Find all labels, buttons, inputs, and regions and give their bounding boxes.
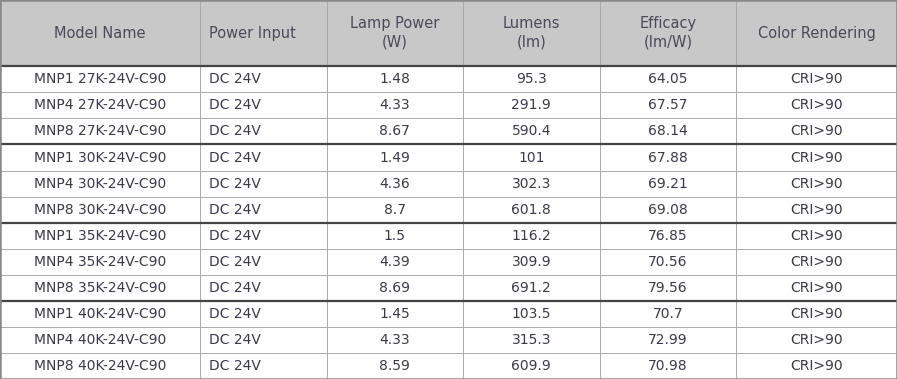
Text: Model Name: Model Name bbox=[54, 26, 145, 41]
Text: 95.3: 95.3 bbox=[516, 72, 547, 86]
Text: 70.56: 70.56 bbox=[649, 255, 688, 269]
Text: MNP8 30K-24V-C90: MNP8 30K-24V-C90 bbox=[34, 203, 166, 217]
Bar bbox=[0, 249, 897, 275]
Text: 76.85: 76.85 bbox=[648, 229, 688, 243]
Text: DC 24V: DC 24V bbox=[209, 99, 261, 113]
Bar bbox=[0, 301, 897, 327]
Text: 69.08: 69.08 bbox=[648, 203, 688, 217]
Bar bbox=[0, 118, 897, 144]
Text: MNP1 30K-24V-C90: MNP1 30K-24V-C90 bbox=[34, 150, 166, 164]
Text: Power Input: Power Input bbox=[209, 26, 296, 41]
Text: 67.57: 67.57 bbox=[649, 99, 688, 113]
Text: 302.3: 302.3 bbox=[511, 177, 551, 191]
Text: 8.7: 8.7 bbox=[384, 203, 405, 217]
Text: DC 24V: DC 24V bbox=[209, 307, 261, 321]
Text: MNP1 27K-24V-C90: MNP1 27K-24V-C90 bbox=[34, 72, 166, 86]
Bar bbox=[0, 197, 897, 223]
Text: CRI>90: CRI>90 bbox=[790, 333, 843, 347]
Text: CRI>90: CRI>90 bbox=[790, 281, 843, 295]
Text: 64.05: 64.05 bbox=[649, 72, 688, 86]
Text: Lamp Power
(W): Lamp Power (W) bbox=[350, 16, 440, 50]
Text: 68.14: 68.14 bbox=[648, 124, 688, 138]
Text: CRI>90: CRI>90 bbox=[790, 255, 843, 269]
Text: 4.33: 4.33 bbox=[379, 99, 410, 113]
Text: CRI>90: CRI>90 bbox=[790, 359, 843, 373]
Text: MNP4 27K-24V-C90: MNP4 27K-24V-C90 bbox=[34, 99, 166, 113]
Bar bbox=[0, 275, 897, 301]
Text: CRI>90: CRI>90 bbox=[790, 203, 843, 217]
Text: DC 24V: DC 24V bbox=[209, 229, 261, 243]
Text: 8.67: 8.67 bbox=[379, 124, 410, 138]
Text: MNP4 35K-24V-C90: MNP4 35K-24V-C90 bbox=[34, 255, 166, 269]
Bar bbox=[0, 327, 897, 353]
Text: MNP4 40K-24V-C90: MNP4 40K-24V-C90 bbox=[34, 333, 166, 347]
Text: CRI>90: CRI>90 bbox=[790, 124, 843, 138]
Text: DC 24V: DC 24V bbox=[209, 281, 261, 295]
Text: 309.9: 309.9 bbox=[511, 255, 551, 269]
Text: DC 24V: DC 24V bbox=[209, 124, 261, 138]
Text: CRI>90: CRI>90 bbox=[790, 72, 843, 86]
Text: 4.33: 4.33 bbox=[379, 333, 410, 347]
Bar bbox=[0, 0, 897, 66]
Text: 1.45: 1.45 bbox=[379, 307, 410, 321]
Text: 291.9: 291.9 bbox=[511, 99, 552, 113]
Bar bbox=[0, 353, 897, 379]
Text: 315.3: 315.3 bbox=[511, 333, 551, 347]
Text: 70.7: 70.7 bbox=[652, 307, 684, 321]
Text: 4.39: 4.39 bbox=[379, 255, 410, 269]
Text: 1.5: 1.5 bbox=[384, 229, 405, 243]
Text: 4.36: 4.36 bbox=[379, 177, 410, 191]
Text: CRI>90: CRI>90 bbox=[790, 150, 843, 164]
Text: DC 24V: DC 24V bbox=[209, 177, 261, 191]
Text: MNP4 30K-24V-C90: MNP4 30K-24V-C90 bbox=[34, 177, 166, 191]
Text: 601.8: 601.8 bbox=[511, 203, 552, 217]
Bar bbox=[0, 66, 897, 92]
Text: MNP1 40K-24V-C90: MNP1 40K-24V-C90 bbox=[34, 307, 166, 321]
Text: MNP8 35K-24V-C90: MNP8 35K-24V-C90 bbox=[34, 281, 166, 295]
Text: 79.56: 79.56 bbox=[648, 281, 688, 295]
Text: DC 24V: DC 24V bbox=[209, 255, 261, 269]
Text: 8.69: 8.69 bbox=[379, 281, 410, 295]
Text: MNP1 35K-24V-C90: MNP1 35K-24V-C90 bbox=[34, 229, 166, 243]
Text: DC 24V: DC 24V bbox=[209, 359, 261, 373]
Bar bbox=[0, 223, 897, 249]
Text: 1.49: 1.49 bbox=[379, 150, 410, 164]
Text: Lumens
(lm): Lumens (lm) bbox=[502, 16, 560, 50]
Text: CRI>90: CRI>90 bbox=[790, 307, 843, 321]
Text: 72.99: 72.99 bbox=[648, 333, 688, 347]
Text: DC 24V: DC 24V bbox=[209, 203, 261, 217]
Text: 609.9: 609.9 bbox=[511, 359, 552, 373]
Text: 67.88: 67.88 bbox=[648, 150, 688, 164]
Text: DC 24V: DC 24V bbox=[209, 150, 261, 164]
Text: MNP8 40K-24V-C90: MNP8 40K-24V-C90 bbox=[34, 359, 166, 373]
Text: Color Rendering: Color Rendering bbox=[758, 26, 875, 41]
Bar bbox=[0, 144, 897, 171]
Text: 70.98: 70.98 bbox=[648, 359, 688, 373]
Text: MNP8 27K-24V-C90: MNP8 27K-24V-C90 bbox=[34, 124, 166, 138]
Text: CRI>90: CRI>90 bbox=[790, 177, 843, 191]
Text: 8.59: 8.59 bbox=[379, 359, 410, 373]
Text: 101: 101 bbox=[518, 150, 544, 164]
Text: Efficacy
(lm/W): Efficacy (lm/W) bbox=[640, 16, 696, 50]
Text: 590.4: 590.4 bbox=[511, 124, 551, 138]
Bar bbox=[0, 92, 897, 118]
Text: CRI>90: CRI>90 bbox=[790, 99, 843, 113]
Text: 691.2: 691.2 bbox=[511, 281, 552, 295]
Bar bbox=[0, 171, 897, 197]
Text: DC 24V: DC 24V bbox=[209, 333, 261, 347]
Text: 69.21: 69.21 bbox=[648, 177, 688, 191]
Text: 116.2: 116.2 bbox=[511, 229, 552, 243]
Text: DC 24V: DC 24V bbox=[209, 72, 261, 86]
Text: 1.48: 1.48 bbox=[379, 72, 410, 86]
Text: 103.5: 103.5 bbox=[511, 307, 551, 321]
Text: CRI>90: CRI>90 bbox=[790, 229, 843, 243]
